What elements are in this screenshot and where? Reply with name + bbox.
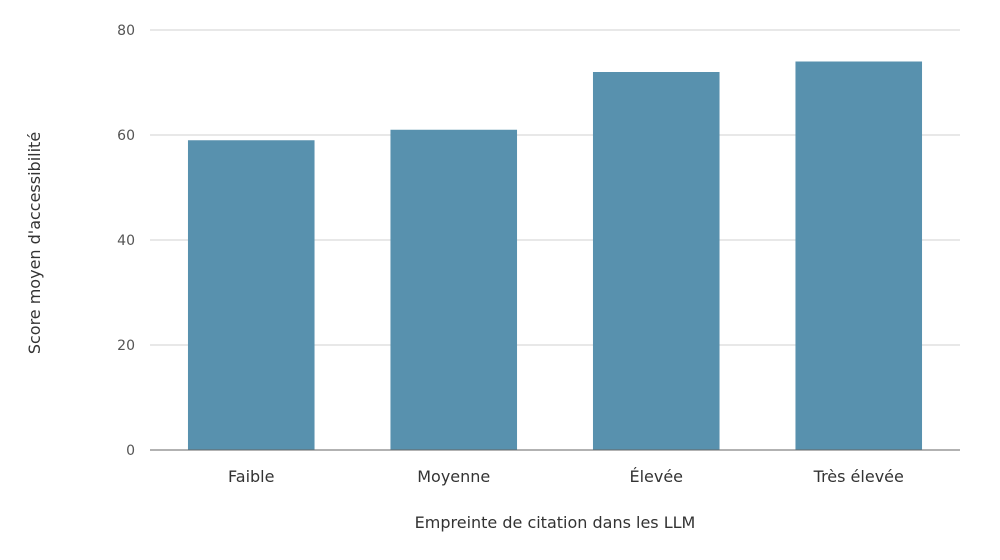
bar [795,61,923,450]
y-tick-label: 0 [126,443,135,459]
bars [187,61,923,450]
y-tick-label: 40 [117,233,135,249]
y-axis-title: Score moyen d'accessibilité [25,132,44,354]
y-tick-label: 60 [117,128,135,144]
y-tick-label: 80 [117,23,135,39]
x-axis-title: Empreinte de citation dans les LLM [415,513,696,532]
bar [187,140,315,450]
y-tick-labels: 0 20 40 60 80 [117,23,135,459]
x-tick-label: Élevée [629,467,683,486]
x-tick-labels: Faible Moyenne Élevée Très élevée [228,467,904,486]
x-tick-label: Faible [228,467,274,486]
bar [592,72,720,450]
x-tick-label: Moyenne [417,467,490,486]
bar [390,129,518,450]
x-tick-label: Très élevée [813,467,904,486]
y-tick-label: 20 [117,338,135,354]
